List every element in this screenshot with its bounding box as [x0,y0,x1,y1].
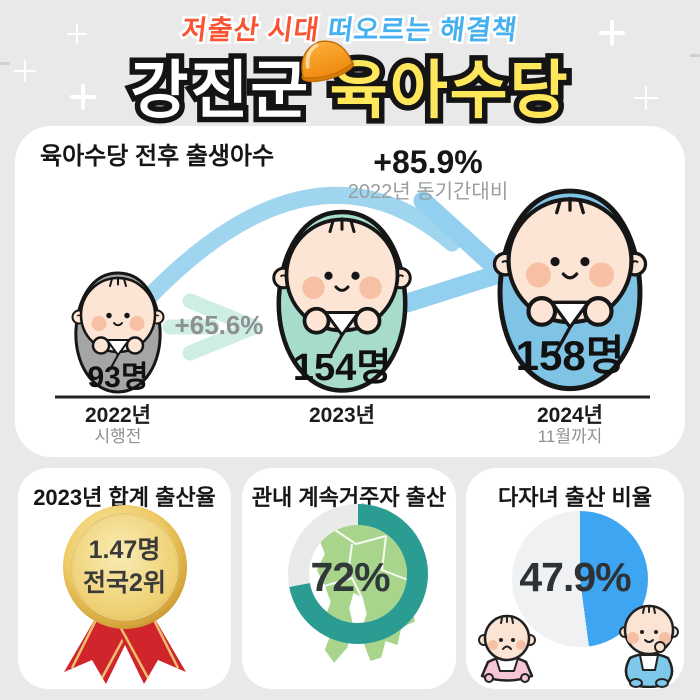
title-part2: 육아수당 육아수당 [324,51,573,132]
multichild-ratio-panel: 다자녀 출산 비율 47.9% [466,468,684,689]
crawling-baby-icon [478,614,536,683]
sitting-baby-icon [619,604,679,688]
page-title: 강진군 강진군 육아수당 육아수당 [0,40,700,132]
x-label-2022: 2022년 시행전 [84,404,152,446]
dash-decoration [0,62,10,65]
resident-birthrate-value: 72% [310,554,390,600]
fertility-rate-value: 1.47명 전국2위 [83,536,166,597]
dash-decoration [690,54,700,57]
gold-medal-icon [63,505,187,684]
fertility-rate-panel: 2023년 합계 출산율 1. [18,468,231,689]
birth-count-2022: 93명 [87,361,149,394]
multichild-ratio-title: 다자녀 출산 비율 [498,485,652,510]
donut-chart [288,504,428,644]
annotation-859-caption: 2022년 동기간대비 [347,181,509,203]
title-part1: 강진군 강진군 [125,51,330,132]
x-label-2024: 2024년 11월까지 [536,404,604,446]
resident-birthrate-panel: 관내 계속거주자 출산율 72% [242,468,456,689]
annotation-859-value: +85.9% [373,144,483,180]
birth-chart-title: 육아수당 전후 출생아수 [40,143,275,170]
multichild-ratio-value: 47.9% [519,554,631,600]
birth-count-2024: 158명 [515,332,625,379]
annotation-656-value: +65.6% [174,310,264,340]
floating-hat-icon [301,40,355,83]
annotation-859: +85.9% 2022년 동기간대비 [328,144,528,204]
x-label-2023: 2023년 [308,404,376,427]
birth-count-2023: 154명 [292,347,392,389]
